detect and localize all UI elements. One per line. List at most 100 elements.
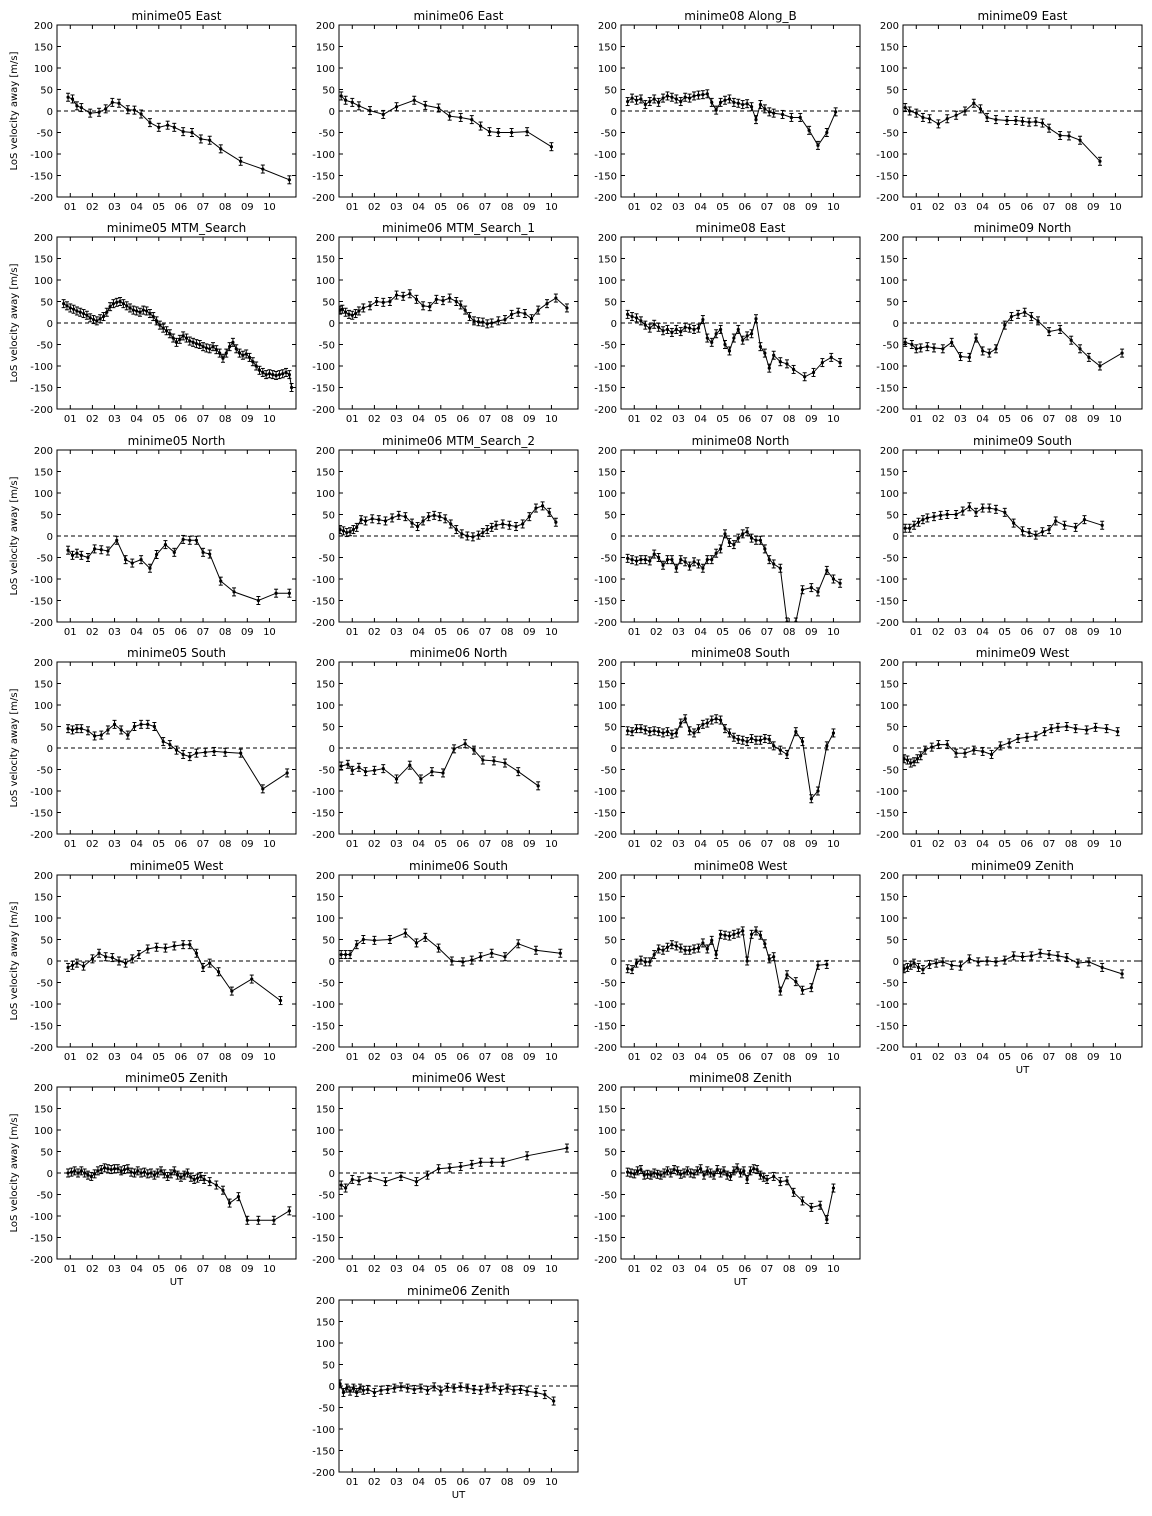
- data-point: [388, 937, 392, 942]
- data-point: [208, 552, 212, 556]
- series-line: [341, 743, 539, 787]
- series-group: [339, 501, 558, 542]
- data-point: [639, 558, 643, 562]
- y-tick-label: -200: [594, 830, 617, 841]
- x-tick-label: 01: [346, 202, 359, 213]
- x-tick-label: 05: [998, 839, 1011, 850]
- data-point: [245, 1218, 249, 1222]
- data-point: [985, 959, 989, 963]
- y-tick-label: 200: [316, 446, 335, 457]
- x-tick-label: 06: [457, 202, 470, 213]
- data-point: [657, 555, 661, 560]
- data-point: [816, 789, 820, 793]
- data-point: [809, 986, 813, 990]
- data-point: [1003, 323, 1007, 327]
- data-point: [758, 538, 763, 542]
- y-tick-label: -50: [319, 1404, 335, 1415]
- data-point: [174, 340, 179, 344]
- data-point: [626, 1170, 630, 1174]
- x-tick-label: 02: [368, 1264, 381, 1275]
- y-tick-label: -100: [30, 787, 53, 798]
- data-point: [199, 137, 203, 141]
- x-tick-label: 08: [501, 839, 514, 850]
- data-point: [683, 560, 687, 564]
- data-point: [348, 1389, 352, 1393]
- data-point: [738, 1171, 743, 1175]
- data-point: [754, 929, 758, 933]
- panel-title: minime06 North: [410, 646, 508, 660]
- x-tick-label: 07: [479, 1264, 492, 1275]
- panel-title: minime08 West: [694, 859, 788, 873]
- y-tick-label: 150: [34, 680, 53, 691]
- y-tick-label: 150: [34, 255, 53, 266]
- data-point: [950, 340, 954, 344]
- y-tick-label: 100: [34, 64, 53, 75]
- data-point: [978, 107, 983, 111]
- x-tick-label: 08: [219, 839, 232, 850]
- y-tick-label: 0: [893, 107, 899, 118]
- y-tick-label: 200: [316, 1083, 335, 1094]
- data-point: [785, 1179, 789, 1183]
- data-point: [132, 724, 137, 729]
- data-point: [485, 322, 489, 326]
- data-point: [661, 948, 665, 952]
- data-point: [778, 566, 782, 570]
- data-point: [161, 739, 165, 744]
- data-point: [701, 941, 705, 945]
- data-point: [903, 967, 906, 971]
- data-point: [727, 97, 732, 101]
- y-tick-label: -150: [30, 384, 53, 395]
- data-point: [954, 751, 958, 755]
- data-point: [111, 302, 116, 306]
- data-point: [723, 98, 727, 102]
- x-tick-label: 10: [263, 1264, 276, 1275]
- data-point: [820, 360, 824, 365]
- data-point: [472, 319, 476, 323]
- data-point: [79, 105, 83, 110]
- data-point: [838, 0, 841, 2]
- data-point: [463, 308, 467, 312]
- y-axis-label: LoS velocity away [m/s]: [9, 51, 20, 170]
- data-point: [152, 724, 156, 729]
- y-tick-label: 100: [880, 276, 899, 287]
- y-tick-label: -100: [876, 362, 899, 373]
- data-point: [129, 1170, 133, 1174]
- data-point: [381, 300, 385, 304]
- data-point: [540, 504, 545, 508]
- x-tick-label: 10: [263, 202, 276, 213]
- y-tick-label: 100: [316, 276, 335, 287]
- data-point: [62, 302, 66, 306]
- x-tick-label: 05: [434, 839, 447, 850]
- data-point: [251, 360, 255, 364]
- x-tick-label: 07: [1043, 839, 1056, 850]
- data-point: [1043, 730, 1047, 734]
- data-point: [223, 750, 227, 754]
- data-point: [763, 351, 767, 355]
- y-tick-label: -200: [30, 193, 53, 204]
- data-point: [86, 555, 90, 560]
- y-tick-label: 150: [880, 43, 899, 54]
- data-point: [630, 968, 634, 972]
- data-point: [552, 1399, 556, 1403]
- data-point: [436, 1167, 441, 1171]
- data-point: [785, 752, 789, 757]
- data-point: [762, 1175, 766, 1179]
- data-point: [1014, 118, 1018, 123]
- y-tick-label: -200: [312, 1043, 335, 1054]
- data-point: [749, 332, 754, 336]
- data-point: [1040, 121, 1045, 125]
- data-point: [1078, 138, 1082, 142]
- x-tick-label: 08: [783, 202, 796, 213]
- data-point: [122, 1167, 127, 1172]
- data-point: [188, 943, 192, 947]
- y-tick-label: 100: [316, 1126, 335, 1137]
- data-point: [172, 944, 176, 948]
- x-tick-label: 08: [501, 414, 514, 425]
- data-point: [905, 965, 910, 970]
- data-point: [763, 736, 767, 741]
- data-point: [732, 735, 736, 739]
- data-point: [390, 516, 394, 520]
- data-point: [271, 373, 275, 377]
- x-tick-label: 10: [827, 1264, 840, 1275]
